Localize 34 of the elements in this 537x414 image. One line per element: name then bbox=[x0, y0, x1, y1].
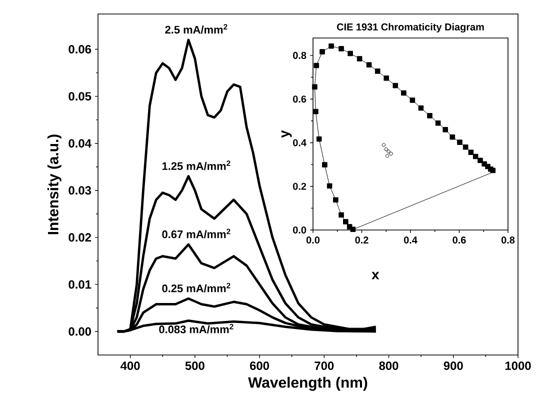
y-tick-label: 0.2 bbox=[293, 182, 306, 190]
y-axis-title: y bbox=[282, 130, 292, 138]
y-tick-label: 0.01 bbox=[68, 280, 92, 289]
y-tick-label: 0.00 bbox=[68, 327, 91, 336]
x-tick-label: 400 bbox=[120, 362, 140, 370]
y-tick-label: 0.05 bbox=[68, 92, 92, 101]
y-tick-label: 0.02 bbox=[68, 233, 92, 242]
chart-title: CIE 1931 Chromaticity Diagram bbox=[336, 23, 484, 32]
y-tick-label: 0.03 bbox=[68, 186, 92, 195]
series-label: 1.25 mA/mm$^{2}$ bbox=[162, 160, 230, 170]
x-tick-label: 0.0 bbox=[306, 236, 320, 244]
y-tick-label: 0.0 bbox=[293, 226, 306, 234]
series-label: 0.67 mA/mm$^{2}$ bbox=[162, 228, 230, 238]
y-tick-label: 0.06 bbox=[68, 45, 92, 54]
x-axis-title: Wavelength (nm) bbox=[248, 376, 368, 391]
series-label: 0.25 mA/mm$^{2}$ bbox=[162, 282, 230, 292]
y-axis-title: Intensity (a.u.) bbox=[47, 134, 62, 234]
x-tick-label: 0.2 bbox=[355, 236, 368, 244]
x-tick-label: 900 bbox=[444, 362, 463, 370]
y-tick-label: 0.6 bbox=[293, 96, 306, 103]
x-tick-label: 0.4 bbox=[404, 236, 418, 244]
x-tick-label: 0.6 bbox=[452, 236, 466, 244]
x-axis-title: x bbox=[372, 272, 380, 280]
y-tick-label: 0.4 bbox=[293, 139, 306, 146]
y-tick-label: 0.04 bbox=[68, 139, 92, 148]
x-tick-label: 0.8 bbox=[501, 236, 515, 244]
x-tick-label: 600 bbox=[250, 362, 270, 370]
x-tick-label: 1000 bbox=[505, 362, 531, 370]
series-label: 2.5 mA/mm$^{2}$ bbox=[165, 24, 228, 34]
x-tick-label: 700 bbox=[314, 362, 334, 370]
series-label: 0.083 mA/mm$^{2}$ bbox=[159, 324, 234, 334]
x-tick-label: 500 bbox=[185, 362, 204, 370]
x-tick-label: 800 bbox=[379, 362, 398, 370]
y-tick-label: 0.8 bbox=[293, 52, 306, 59]
